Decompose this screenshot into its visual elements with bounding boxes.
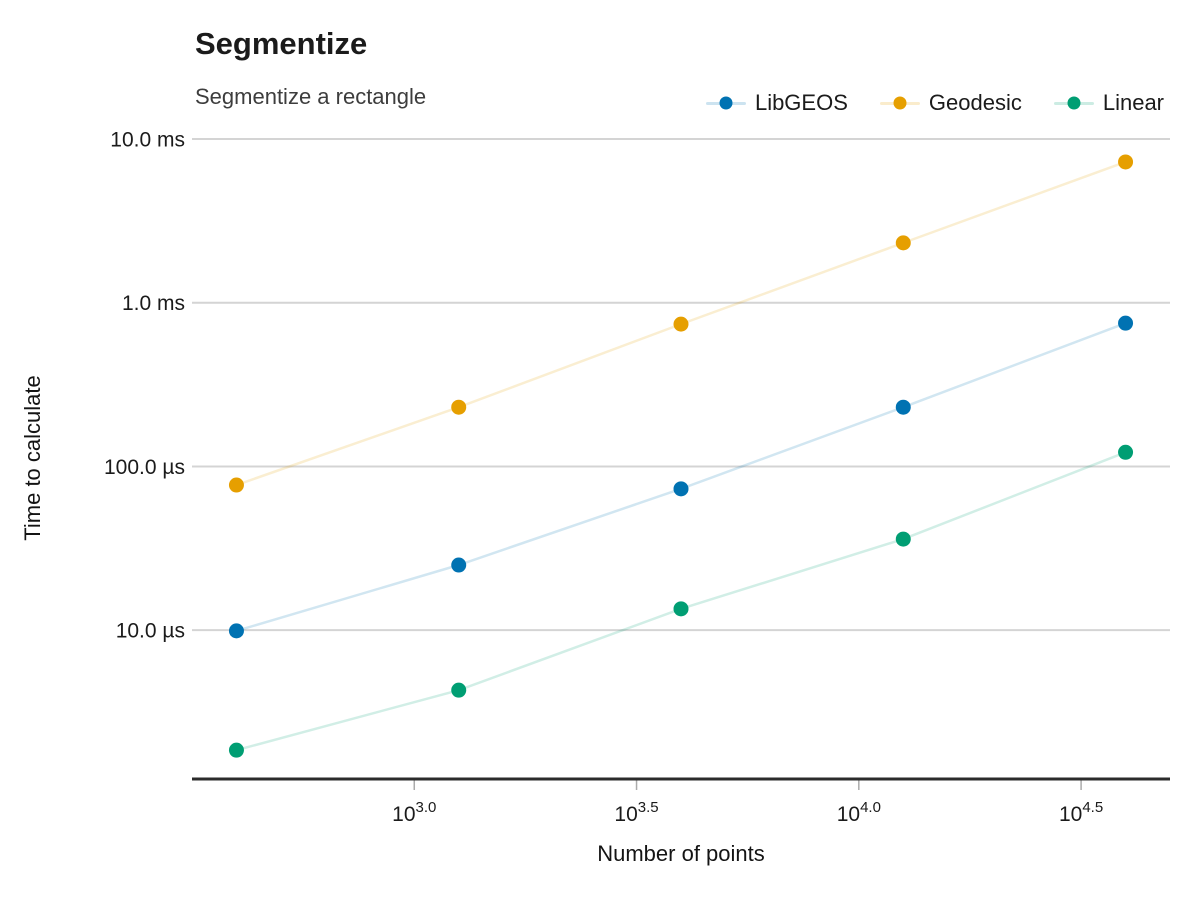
data-point-libgeos bbox=[228, 623, 244, 639]
data-point-geodesic bbox=[895, 235, 911, 251]
data-point-libgeos bbox=[451, 557, 467, 573]
data-point-linear bbox=[895, 531, 911, 547]
data-point-geodesic bbox=[228, 477, 244, 493]
data-point-libgeos bbox=[673, 481, 689, 497]
y-tick-label: 10.0 ms bbox=[110, 129, 185, 152]
legend-label-libgeos: LibGEOS bbox=[754, 90, 848, 115]
data-point-linear bbox=[673, 601, 689, 617]
data-point-geodesic bbox=[1118, 154, 1134, 170]
legend-entry-libgeos: LibGEOS bbox=[705, 90, 848, 116]
data-point-linear bbox=[451, 682, 467, 698]
chart-title: Segmentize bbox=[195, 26, 368, 61]
legend-label-linear: Linear bbox=[1102, 90, 1164, 115]
legend-marker-libgeos-icon bbox=[705, 95, 746, 111]
legend: LibGEOS Geodesic Linear bbox=[705, 90, 1164, 116]
y-axis-label: Time to calculate bbox=[20, 375, 45, 541]
x-axis-label: Number of points bbox=[597, 841, 765, 866]
data-point-geodesic bbox=[673, 316, 689, 332]
legend-marker-geodesic-icon bbox=[879, 95, 920, 111]
y-tick-label: 1.0 ms bbox=[122, 292, 185, 315]
x-tick-label: 104.5 bbox=[1059, 799, 1103, 826]
data-point-linear bbox=[1118, 444, 1134, 460]
chart-subtitle: Segmentize a rectangle bbox=[195, 84, 427, 109]
legend-entry-linear: Linear bbox=[1053, 90, 1164, 116]
y-tick-label: 100.0 µs bbox=[104, 456, 185, 479]
data-point-linear bbox=[228, 742, 244, 758]
data-point-geodesic bbox=[451, 399, 467, 415]
x-tick-label: 104.0 bbox=[837, 799, 881, 826]
legend-label-geodesic: Geodesic bbox=[928, 90, 1022, 115]
x-tick-label: 103.0 bbox=[392, 799, 436, 826]
series-line-linear bbox=[236, 451, 1127, 752]
y-tick-label: 10.0 µs bbox=[116, 620, 185, 643]
legend-marker-linear-icon bbox=[1053, 95, 1094, 111]
series-line-libgeos bbox=[236, 322, 1126, 633]
data-point-libgeos bbox=[895, 399, 911, 415]
data-point-libgeos bbox=[1118, 315, 1134, 331]
x-tick-label: 103.5 bbox=[614, 799, 658, 826]
legend-entry-geodesic: Geodesic bbox=[879, 90, 1022, 116]
